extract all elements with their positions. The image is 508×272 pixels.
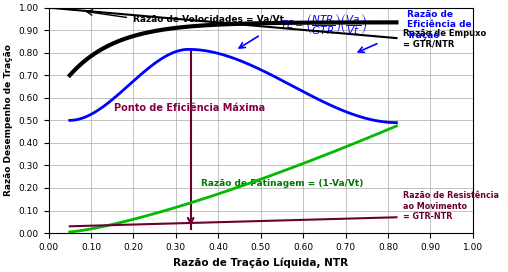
Y-axis label: Razão Desempenho de Tração: Razão Desempenho de Tração bbox=[4, 44, 13, 196]
X-axis label: Razão de Tração Líquida, NTR: Razão de Tração Líquida, NTR bbox=[173, 257, 348, 268]
Text: Razão de Velocidades = Va/Vt: Razão de Velocidades = Va/Vt bbox=[134, 14, 284, 23]
Text: Ponto de Eficiência Máxima: Ponto de Eficiência Máxima bbox=[114, 103, 266, 113]
Text: Razão de
Eficiência de
Tração: Razão de Eficiência de Tração bbox=[407, 10, 471, 40]
Text: $TE = \left(\dfrac{NTR}{GTR}\right)\!\left(\dfrac{Va}{Vt}\right)$: $TE = \left(\dfrac{NTR}{GTR}\right)\!\le… bbox=[280, 11, 367, 37]
Text: Razão de Patinagem = (1-Va/Vt): Razão de Patinagem = (1-Va/Vt) bbox=[201, 179, 364, 188]
Text: Razão de Empuxo
= GTR/NTR: Razão de Empuxo = GTR/NTR bbox=[403, 29, 486, 48]
Text: Razão de Resistência
ao Movimento
= GTR-NTR: Razão de Resistência ao Movimento = GTR-… bbox=[403, 191, 499, 221]
